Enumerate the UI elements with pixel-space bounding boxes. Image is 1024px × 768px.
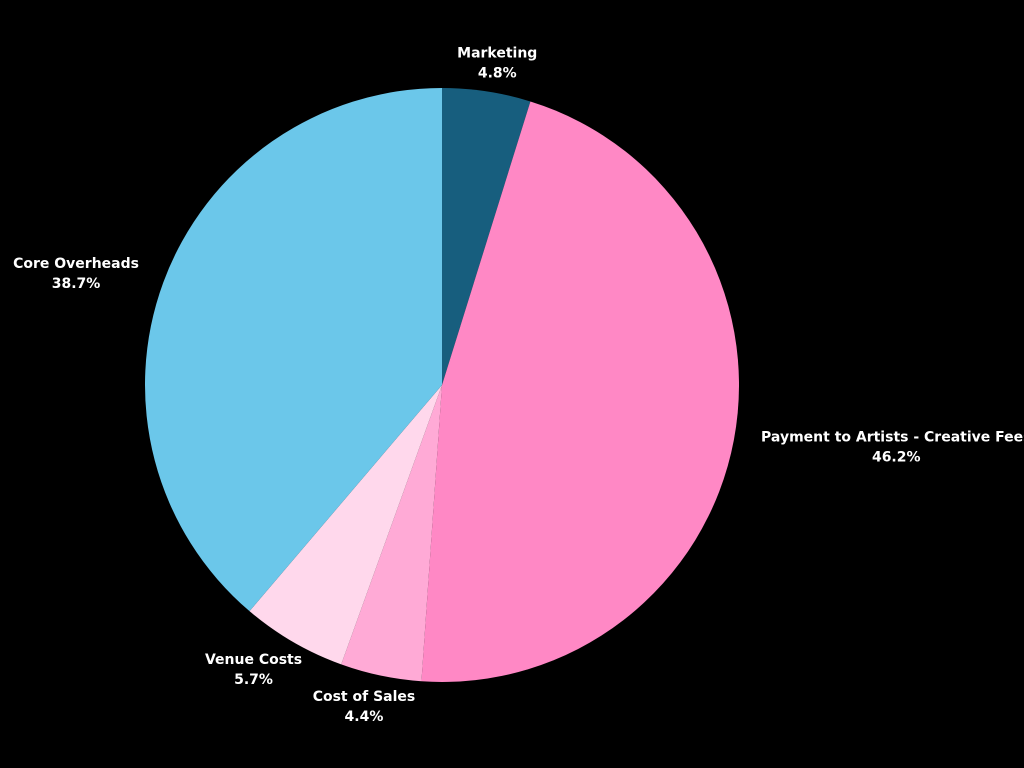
pie-slice xyxy=(145,88,443,612)
category-label: Cost of Sales xyxy=(313,689,416,705)
pie-slice xyxy=(341,385,442,682)
value-label: 38.7% xyxy=(52,276,101,292)
category-label: Venue Costs xyxy=(205,652,302,668)
slice-label: Venue Costs 5.7% xyxy=(205,652,302,688)
slice-label: Marketing 4.8% xyxy=(457,46,537,82)
slice-label: Cost of Sales 4.4% xyxy=(313,689,416,725)
value-label: 46.2% xyxy=(872,449,921,465)
value-label: 5.7% xyxy=(234,672,273,688)
category-label: Marketing xyxy=(457,46,537,62)
slice-label: Core Overheads 38.7% xyxy=(13,256,139,292)
pie-slice xyxy=(442,88,531,385)
pie-slice xyxy=(249,385,442,665)
slice-label: Payment to Artists - Creative Fees 46.2% xyxy=(761,429,1024,465)
pie-slice xyxy=(421,101,740,682)
category-label: Core Overheads xyxy=(13,256,139,272)
value-label: 4.8% xyxy=(478,66,517,82)
value-label: 4.4% xyxy=(345,709,384,725)
category-label: Payment to Artists - Creative Fees xyxy=(761,429,1024,445)
